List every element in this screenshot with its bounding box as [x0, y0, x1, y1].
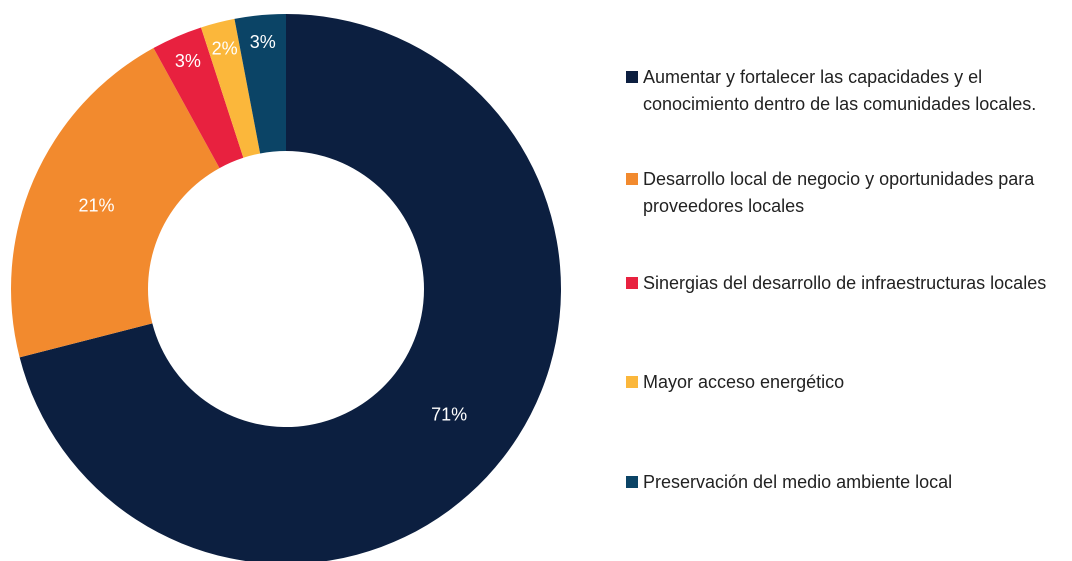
- legend-label: Aumentar y fortalecer las capacidades y …: [643, 67, 1037, 114]
- legend-swatch: [626, 71, 638, 83]
- legend-label: Mayor acceso energético: [643, 372, 845, 392]
- legend-swatch: [626, 173, 638, 185]
- legend-label: Desarrollo local de negocio y oportunida…: [643, 169, 1035, 216]
- legend-swatch: [626, 277, 638, 289]
- legend-item: Aumentar y fortalecer las capacidades y …: [626, 64, 1066, 118]
- donut-segment: [201, 18, 261, 158]
- legend-item: Sinergias del desarrollo de infraestruct…: [626, 270, 1066, 297]
- legend-label: Sinergias del desarrollo de infraestruct…: [643, 273, 1047, 293]
- legend-item: Desarrollo local de negocio y oportunida…: [626, 166, 1066, 220]
- data-label: 3%: [175, 51, 201, 71]
- data-label: 21%: [78, 196, 114, 216]
- donut-segment: [153, 27, 244, 169]
- legend-swatch: [626, 376, 638, 388]
- donut-segment: [19, 14, 561, 561]
- donut-segment: [10, 48, 220, 358]
- legend-swatch: [626, 476, 638, 488]
- data-label: 2%: [212, 39, 238, 59]
- donut-segment: [234, 14, 286, 154]
- legend-label: Preservación del medio ambiente local: [643, 472, 953, 492]
- data-label: 3%: [250, 32, 276, 52]
- chart: 71% 21% 3% 2% 3%: [10, 14, 561, 561]
- legend-item: Mayor acceso energético: [626, 369, 1066, 396]
- legend-item: Preservación del medio ambiente local: [626, 469, 1066, 496]
- data-label: 71%: [431, 404, 467, 424]
